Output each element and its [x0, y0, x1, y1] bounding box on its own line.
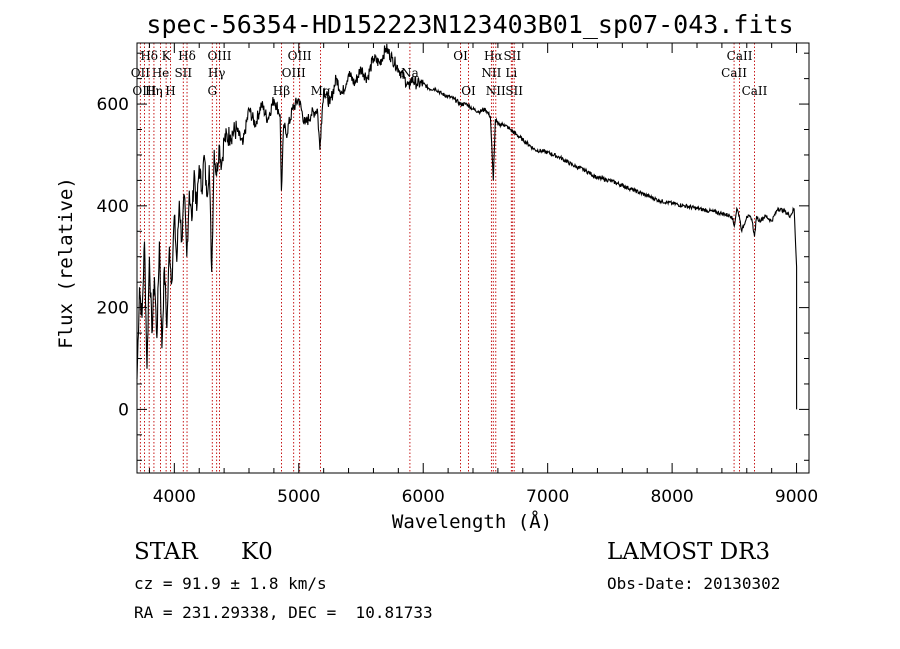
object-class: STAR: [134, 539, 198, 565]
line-marker-label: SII: [503, 49, 521, 63]
x-tick-label: 8000: [650, 487, 693, 507]
x-axis-label: Wavelength (Å): [392, 510, 552, 533]
line-marker-label: Na: [401, 66, 419, 80]
line-marker-label: Hβ: [273, 84, 290, 98]
line-marker-label: Hη: [145, 84, 163, 98]
line-marker-label: OII: [131, 66, 151, 80]
line-marker-label: Hδ: [178, 49, 196, 63]
line-marker-label: Hα: [484, 49, 503, 63]
y-tick-label: 0: [118, 400, 129, 420]
x-tick-label: 9000: [775, 487, 818, 507]
survey-name: LAMOST DR3: [607, 539, 771, 565]
subclass: K0: [241, 539, 273, 565]
line-marker-label: G: [207, 84, 217, 98]
line-marker-label: He: [152, 66, 170, 80]
line-marker-label: H: [165, 84, 175, 98]
line-marker-label: NII: [486, 84, 506, 98]
y-axis-label: Flux (relative): [55, 177, 77, 349]
line-marker-label: NII: [481, 66, 501, 80]
redshift-text: cz = 91.9 ± 1.8 km/s: [134, 574, 327, 593]
y-tick-label: 400: [97, 197, 129, 217]
line-marker-label: CaII: [742, 84, 768, 98]
line-marker-label: OIII: [282, 66, 306, 80]
chart-title: spec-56354-HD152223N123403B01_sp07-043.f…: [146, 10, 793, 39]
x-tick-label: 5000: [277, 487, 320, 507]
obs-date: Obs-Date: 20130302: [607, 574, 781, 593]
x-tick-label: 7000: [526, 487, 569, 507]
line-marker-label: Hδ: [140, 49, 158, 63]
line-marker-label: CaII: [721, 66, 747, 80]
y-axis: 0 200 400 600: [97, 52, 809, 461]
line-marker-label: OI: [461, 84, 476, 98]
line-marker-label: SII: [174, 66, 192, 80]
line-marker-label: OIII: [207, 49, 231, 63]
line-marker-label: OI: [453, 49, 468, 63]
line-marker-label: OIII: [132, 84, 156, 98]
line-marker-label: Li: [505, 66, 517, 80]
line-marker-label: OIII: [288, 49, 312, 63]
flux-series-line: [136, 43, 798, 410]
coordinates: RA = 231.29338, DEC = 10.81733: [134, 603, 433, 622]
line-marker-label: K: [162, 49, 172, 63]
x-tick-label: 6000: [402, 487, 445, 507]
line-marker-label: CaII: [727, 49, 753, 63]
x-tick-label: 4000: [153, 487, 196, 507]
x-axis: 4000 5000 6000 7000 8000 9000: [148, 43, 818, 507]
y-tick-label: 200: [97, 299, 129, 319]
y-tick-label: 600: [97, 95, 129, 115]
line-marker-label: SII: [505, 84, 523, 98]
line-marker-label: Hγ: [208, 66, 226, 80]
